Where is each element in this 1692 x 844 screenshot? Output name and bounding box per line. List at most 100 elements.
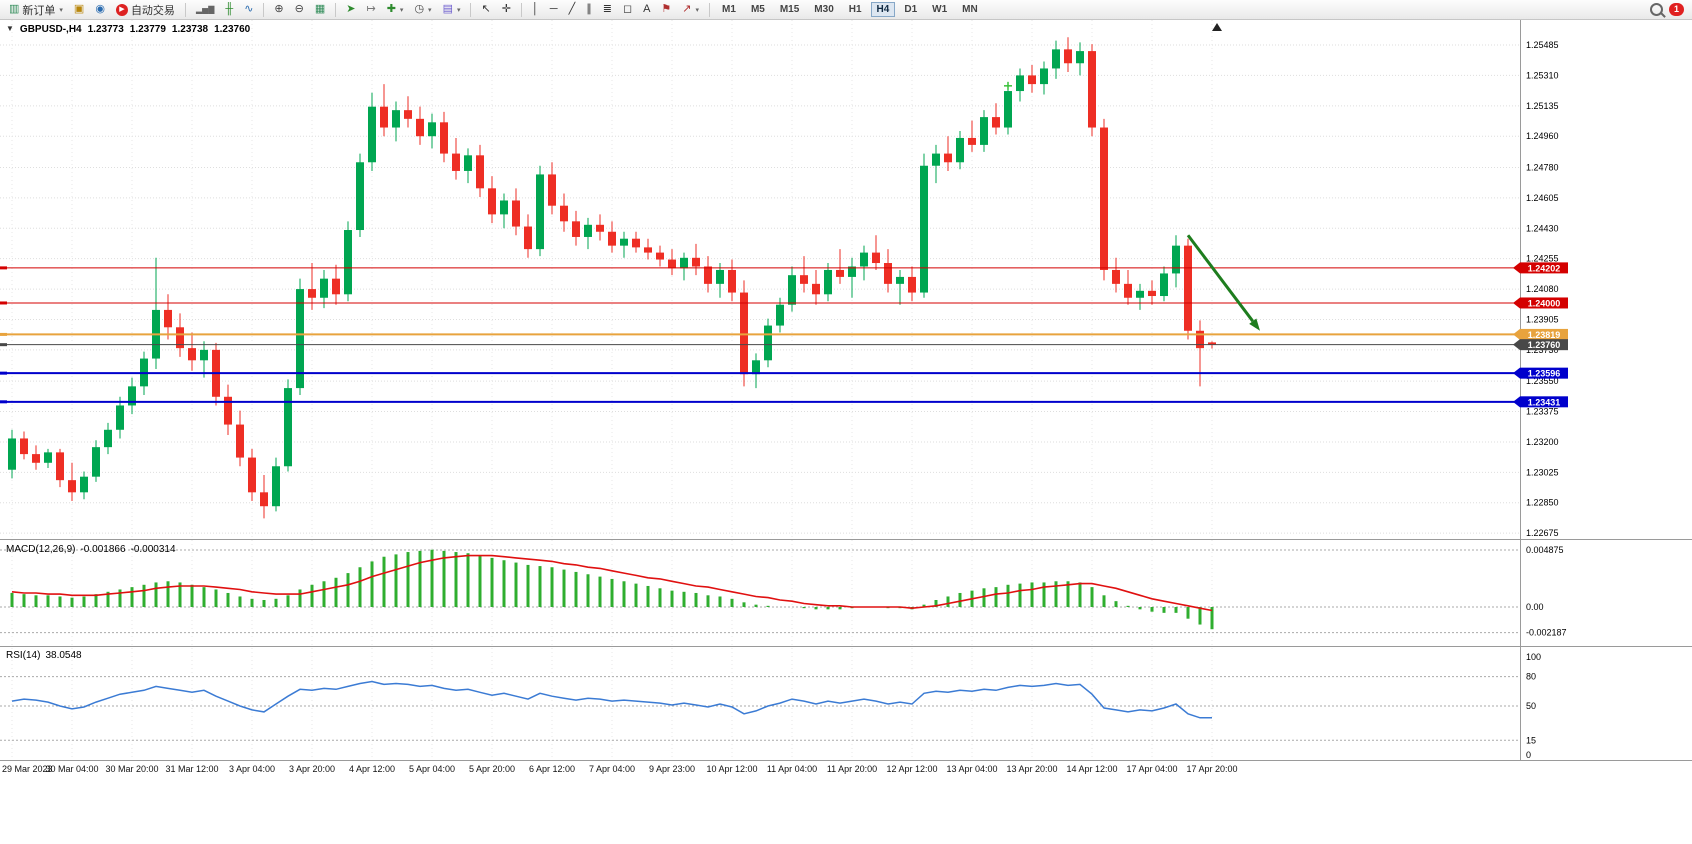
svg-text:17 Apr 04:00: 17 Apr 04:00 xyxy=(1126,764,1177,774)
templates-button[interactable]: ▤ ▾ xyxy=(438,0,466,20)
price-tag-1.23819: 1.23819 xyxy=(1513,328,1568,340)
zoom-in-button[interactable]: ⊕ xyxy=(269,0,288,20)
svg-text:31 Mar 12:00: 31 Mar 12:00 xyxy=(165,764,218,774)
macd-indicator-label: MACD(12,26,9) -0.001866 -0.000314 xyxy=(6,544,176,555)
svg-text:29 Mar 2023: 29 Mar 2023 xyxy=(2,764,53,774)
candlestick-chart-button[interactable]: ╫ xyxy=(220,0,238,20)
trend-arrow-head xyxy=(1249,318,1260,331)
svg-text:0: 0 xyxy=(1526,750,1531,760)
zoom-out-icon: ⊖ xyxy=(294,3,304,15)
price-scale[interactable]: 1.25485 1.25310 1.25135 1.24960 1.24780 1.246… xyxy=(1526,40,1559,538)
svg-text:1.24960: 1.24960 xyxy=(1526,131,1559,141)
timeframe-w1-button[interactable]: W1 xyxy=(932,4,948,15)
cursor-button[interactable]: ↖ xyxy=(476,0,495,20)
tile-windows-icon: ▦ xyxy=(314,3,326,15)
text-button[interactable]: A xyxy=(638,0,655,20)
collapse-chart-icon[interactable]: ▼ xyxy=(6,24,14,33)
ohlc-open: 1.23773 xyxy=(87,24,124,35)
timeframe-h4-button[interactable]: H4 xyxy=(870,2,896,17)
chart-shift-button[interactable]: ↦ xyxy=(361,0,380,20)
svg-text:5 Apr 04:00: 5 Apr 04:00 xyxy=(409,764,455,774)
svg-text:4 Apr 12:00: 4 Apr 12:00 xyxy=(349,764,395,774)
tile-windows-button[interactable]: ▦ xyxy=(310,0,330,20)
notifications-badge[interactable]: 1 xyxy=(1668,3,1684,16)
timeframe-m1-button[interactable]: M1 xyxy=(722,4,736,15)
svg-text:1.23200: 1.23200 xyxy=(1526,437,1559,447)
rsi-indicator-label: RSI(14) 38.0548 xyxy=(6,650,82,661)
timeframe-h1-button[interactable]: H1 xyxy=(848,4,862,15)
svg-text:11 Apr 20:00: 11 Apr 20:00 xyxy=(827,764,877,774)
svg-text:30 Mar 04:00: 30 Mar 04:00 xyxy=(45,764,98,774)
shapes-button[interactable]: ◻ xyxy=(618,0,637,20)
auto-scroll-button[interactable]: ➤ xyxy=(341,0,360,20)
zoom-out-button[interactable]: ⊖ xyxy=(290,0,309,20)
channel-button[interactable]: ∥ xyxy=(581,0,597,20)
svg-text:1.22675: 1.22675 xyxy=(1526,528,1559,538)
trend-arrow-annotation[interactable] xyxy=(1186,234,1254,323)
macd-main-value: -0.001866 xyxy=(80,544,126,555)
rsi-name: RSI(14) xyxy=(6,650,41,661)
periods-button[interactable]: ◷ ▾ xyxy=(409,0,436,20)
search-icon xyxy=(1649,3,1663,16)
new-order-button[interactable]: ▥ 新订单 ▾ xyxy=(4,0,68,20)
annotations[interactable] xyxy=(1004,23,1260,331)
rsi-panel: 100 80 50 15 0 xyxy=(0,652,1541,760)
hline-left-anchor[interactable] xyxy=(0,301,7,305)
hline-left-anchor[interactable] xyxy=(0,332,7,336)
timeframe-m5-button[interactable]: M5 xyxy=(750,4,765,15)
chart-canvas[interactable]: 0.0048750.00-0.00218710080501501.254851.… xyxy=(0,20,1692,844)
timeframe-toolbar: M1 M5 M15 M30 H1 H4 D1 W1 MN xyxy=(715,2,985,17)
autotrading-button-label: 自动交易 xyxy=(130,4,175,17)
price-tag-1.23431: 1.23431 xyxy=(1513,396,1568,408)
line-chart-button[interactable]: ∿ xyxy=(239,0,258,20)
ohlc-low: 1.23738 xyxy=(171,24,209,35)
hline-left-anchor[interactable] xyxy=(0,400,7,404)
svg-text:0.004875: 0.004875 xyxy=(1526,545,1564,555)
charts-window-button[interactable]: ▣ xyxy=(69,0,89,20)
timeframe-m30-button[interactable]: M30 xyxy=(814,4,834,15)
timeframe-d1-button[interactable]: D1 xyxy=(904,4,918,15)
fibonacci-button[interactable]: ≣ xyxy=(598,0,617,20)
timeframe-m15-button[interactable]: M15 xyxy=(779,4,800,15)
autotrading-icon: ▶ xyxy=(115,3,128,16)
vertical-line-button[interactable]: │ xyxy=(527,0,544,20)
periods-icon: ◷ xyxy=(414,3,425,15)
svg-text:15: 15 xyxy=(1526,735,1536,745)
hline-left-anchor[interactable] xyxy=(0,266,7,270)
ohlc-high: 1.23779 xyxy=(129,24,166,35)
macd-name: MACD(12,26,9) xyxy=(6,544,76,555)
arrows-button[interactable]: ↗ ▾ xyxy=(677,0,704,20)
indicators-icon: ✚ xyxy=(386,3,396,15)
search-button[interactable] xyxy=(1645,0,1668,20)
rsi-line xyxy=(11,680,1213,719)
community-button[interactable]: ◉ xyxy=(90,0,110,20)
candlestick-series xyxy=(8,37,1216,519)
horizontal-line-icon: ─ xyxy=(549,3,558,15)
horizontal-line-button[interactable]: ─ xyxy=(545,0,563,20)
hline-left-anchor[interactable] xyxy=(0,371,7,375)
macd-panel: 0.004875 0.00 -0.002187 xyxy=(0,545,1567,638)
svg-text:6 Apr 12:00: 6 Apr 12:00 xyxy=(529,764,575,774)
crosshair-button[interactable]: ✛ xyxy=(497,0,516,20)
indicators-button[interactable]: ✚ ▾ xyxy=(382,0,409,20)
shapes-icon: ◻ xyxy=(622,3,633,15)
text-label-button[interactable]: ⚑ xyxy=(656,0,676,20)
new-order-button-label: 新订单 xyxy=(22,4,56,17)
svg-text:1.24080: 1.24080 xyxy=(1526,284,1559,294)
line-chart-icon: ∿ xyxy=(244,3,254,15)
bar-chart-button[interactable]: ▂▅▇ xyxy=(191,0,219,20)
scroll-to-end-marker[interactable] xyxy=(1212,23,1222,31)
timeframe-mn-button[interactable]: MN xyxy=(962,4,978,15)
svg-text:1.24202: 1.24202 xyxy=(1528,263,1561,273)
svg-text:80: 80 xyxy=(1526,672,1536,682)
price-level-lines[interactable] xyxy=(0,266,1520,404)
toolbar-separator xyxy=(263,2,265,17)
toolbar-buttons: ▥ 新订单 ▾ ▣ ◉ ▶ 自动交易 ▂▅▇ ╫ ∿ ⊕ ⊖ ▦ ➤ ↦ ✚ ▾ ◷ ▾ ▤ ▾ ↖ ✛ │ ─ ╱ ∥ ≣ ◻ A ⚑ ↗ ▾ xyxy=(4,0,714,20)
trendline-button[interactable]: ╱ xyxy=(564,0,581,20)
crosshair-icon: ✛ xyxy=(501,3,511,15)
caret-down-icon: ▾ xyxy=(695,6,700,14)
hline-left-anchor[interactable] xyxy=(0,343,7,347)
autotrading-button[interactable]: ▶ 自动交易 xyxy=(111,0,180,20)
